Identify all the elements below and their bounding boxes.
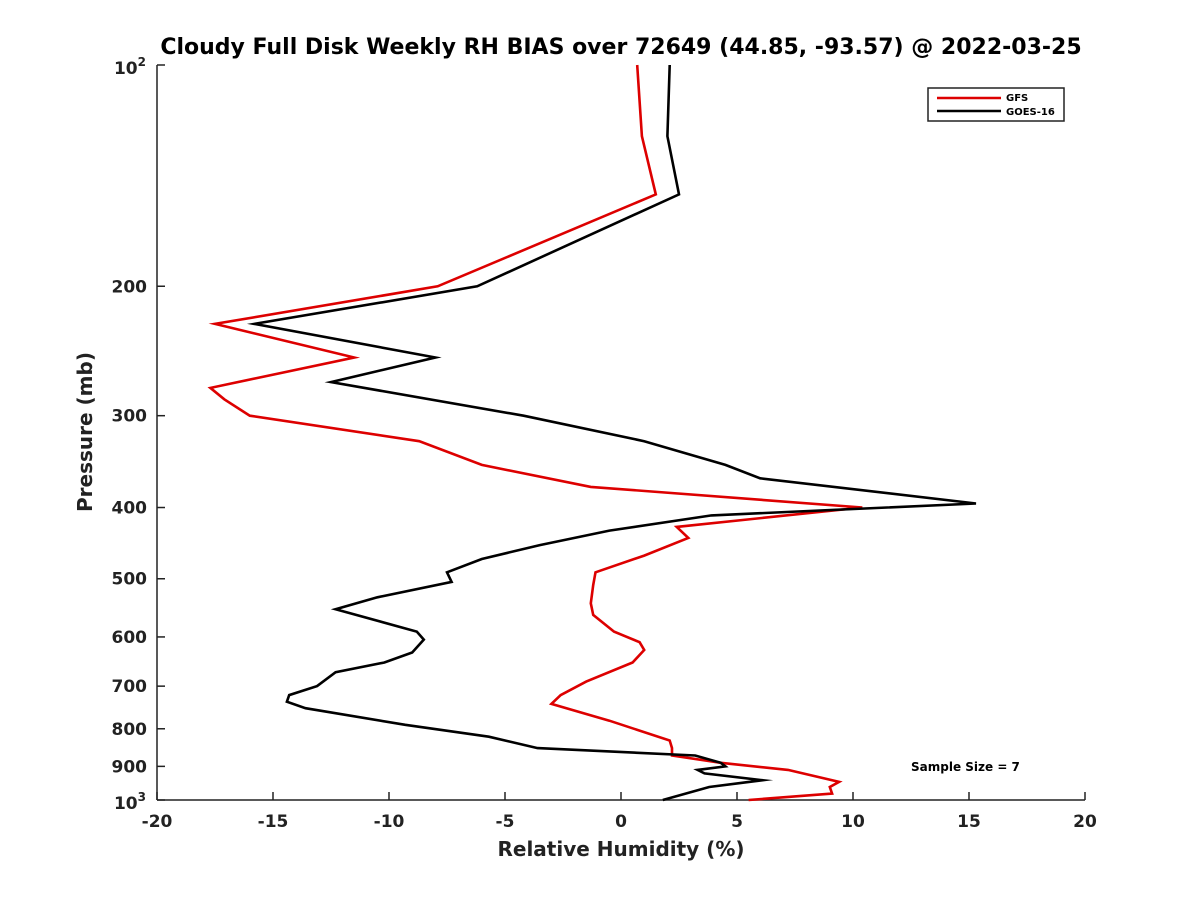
y-tick-label-exponent: 2: [138, 55, 146, 69]
y-tick-label: 500: [112, 570, 148, 590]
y-tick-label: 800: [112, 720, 148, 740]
x-tick-label: -10: [374, 812, 405, 832]
x-axis-label: Relative Humidity (%): [497, 837, 744, 861]
y-tick-label: 200: [112, 277, 148, 297]
x-tick-label: -5: [496, 812, 515, 832]
x-ticks: -20 -15 -10 -5 0 5 10 15 20: [142, 792, 1097, 832]
legend: GFS GOES-16: [927, 87, 1065, 122]
y-tick-label-base: 10: [114, 794, 138, 814]
x-tick-label: -20: [142, 812, 173, 832]
legend-label-goes16: GOES-16: [1006, 107, 1055, 118]
x-tick-label: 5: [731, 812, 743, 832]
y-tick-label: 600: [112, 628, 148, 648]
x-tick-label: 20: [1073, 812, 1097, 832]
legend-label-gfs: GFS: [1006, 93, 1028, 104]
chart-title: Cloudy Full Disk Weekly RH BIAS over 726…: [160, 35, 1081, 60]
x-tick-label: -15: [258, 812, 289, 832]
y-tick-label: 700: [112, 677, 148, 697]
y-tick-label: 900: [112, 757, 148, 777]
data-series: [207, 64, 977, 802]
y-tick-label-exponent: 3: [138, 790, 146, 804]
sample-size-annotation: Sample Size = 7: [911, 760, 1020, 774]
legend-box: [927, 87, 1065, 122]
y-tick-label: 300: [112, 407, 148, 427]
x-tick-label: 10: [841, 812, 865, 832]
y-tick-label: 102: [114, 55, 146, 79]
x-tick-label: 15: [957, 812, 981, 832]
y-tick-label: 400: [112, 499, 148, 519]
y-tick-label: 103: [114, 790, 146, 814]
y-tick-label-base: 10: [114, 59, 138, 79]
series-line-goes16: [246, 64, 977, 802]
y-axis-label: Pressure (mb): [73, 352, 97, 512]
x-tick-label: 0: [615, 812, 627, 832]
